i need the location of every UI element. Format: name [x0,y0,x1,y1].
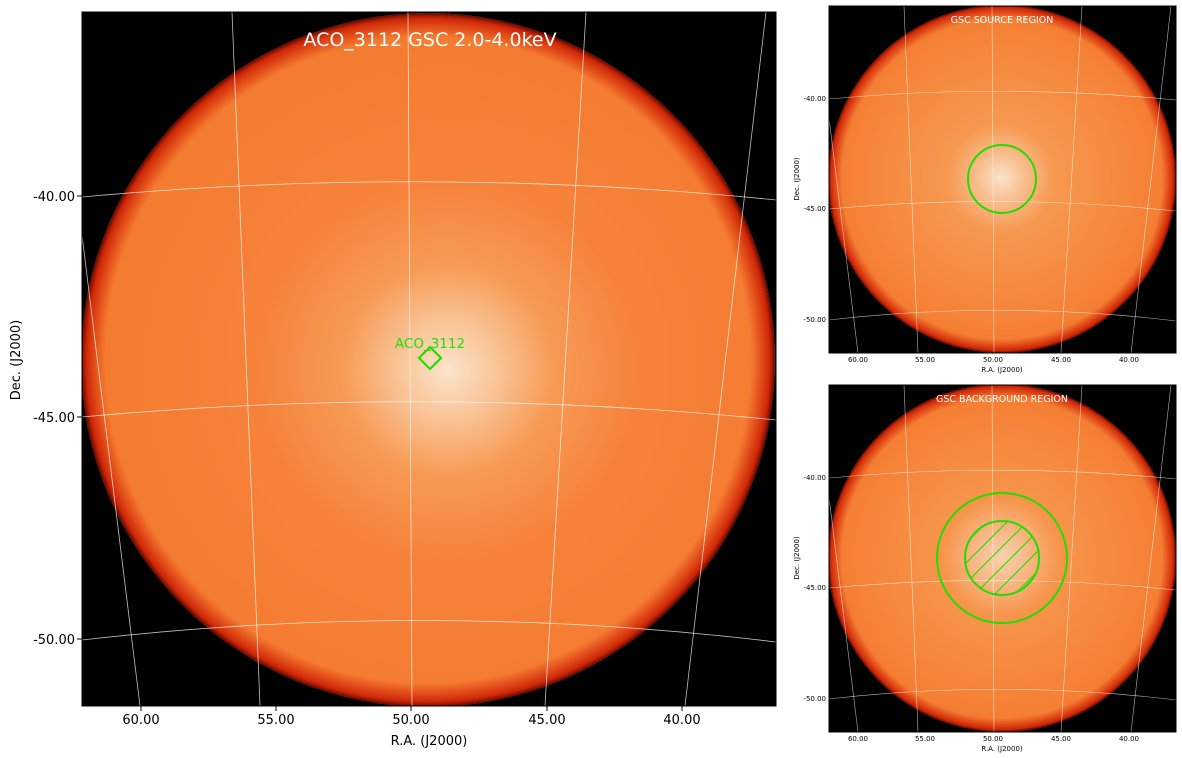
source-y-axis-label: Dec. (J2000) [793,157,801,201]
main-y-axis-label: Dec. (J2000) [9,320,24,400]
ra-tick-label: 40.00 [1119,356,1139,364]
ra-tick-label: 60.00 [848,735,868,743]
background-inner-circle [964,520,1040,596]
exposure-disk-edge [829,6,1176,353]
ra-tick-label: 55.00 [915,735,935,743]
dec-tick-label: -45.00 [803,584,826,592]
ra-tick-label: 55.00 [915,356,935,364]
dec-tick-label: -40.00 [803,474,826,482]
main-ra-tick-labels: 60.00 55.00 50.00 45.00 40.00 [122,713,700,728]
coordinate-grid [829,6,1176,353]
source-x-axis-label: R.A. (J2000) [981,366,1023,374]
main-image-area: ACO_3112 ACO_3112 GSC 2.0-4.0keV [81,11,777,707]
source-image-area: GSC SOURCE REGION [828,5,1177,354]
ra-tick-label: 60.00 [122,713,159,728]
source-region-panel: GSC SOURCE REGION 60.00 55.00 50.00 45.0… [793,5,1177,374]
image-frame [828,5,1177,354]
ra-tick-label: 40.00 [663,713,700,728]
background-region-panel: GSC BACKGROUND REGION 60.00 55.00 50.00 … [793,384,1177,753]
ra-tick-label: 40.00 [1119,735,1139,743]
source-diamond-icon [417,345,443,371]
source-name-label: ACO_3112 [395,336,465,352]
dec-tick-label: -45.00 [33,411,75,426]
main-title: ACO_3112 GSC 2.0-4.0keV [303,29,556,51]
image-frame [828,384,1177,733]
source-ra-tick-labels: 60.00 55.00 50.00 45.00 40.00 [848,356,1139,364]
image-frame [81,11,777,707]
source-region-circle [967,144,1037,214]
dec-tick-label: -50.00 [803,695,826,703]
exposure-disk-edge [829,385,1176,732]
source-dec-tick-labels: -40.00 -45.00 -50.00 [803,95,826,324]
background-ra-tick-labels: 60.00 55.00 50.00 45.00 40.00 [848,735,1139,743]
background-x-axis-label: R.A. (J2000) [981,745,1023,753]
background-outer-circle [936,492,1068,624]
ra-tick-label: 45.00 [1051,356,1071,364]
dec-tick-label: -45.00 [803,205,826,213]
main-x-axis-label: R.A. (J2000) [391,734,468,749]
ra-tick-label: 50.00 [392,713,429,728]
coordinate-grid [82,12,776,706]
ra-tick-label: 60.00 [848,356,868,364]
dec-tick-label: -50.00 [803,316,826,324]
dec-tick-label: -40.00 [33,190,75,205]
background-panel-title: GSC BACKGROUND REGION [936,394,1068,405]
dec-tick-label: -40.00 [803,95,826,103]
exposure-disk-edge [82,13,775,706]
background-y-axis-label: Dec. (J2000) [793,536,801,580]
coordinate-grid [829,385,1176,732]
ra-tick-label: 50.00 [983,735,1003,743]
ra-tick-label: 50.00 [983,356,1003,364]
dec-tick-label: -50.00 [33,633,75,648]
ra-tick-label: 45.00 [528,713,565,728]
background-dec-tick-labels: -40.00 -45.00 -50.00 [803,474,826,703]
main-dec-tick-labels: -40.00 -45.00 -50.00 [33,190,75,648]
background-image-area: GSC BACKGROUND REGION [828,384,1177,733]
ra-tick-label: 55.00 [257,713,294,728]
source-panel-title: GSC SOURCE REGION [951,15,1054,26]
main-sky-image-panel: ACO_3112 ACO_3112 GSC 2.0-4.0keV 60.00 5… [9,11,777,749]
ra-tick-label: 45.00 [1051,735,1071,743]
main-ticks [77,195,683,711]
source-marker: ACO_3112 [395,336,465,371]
